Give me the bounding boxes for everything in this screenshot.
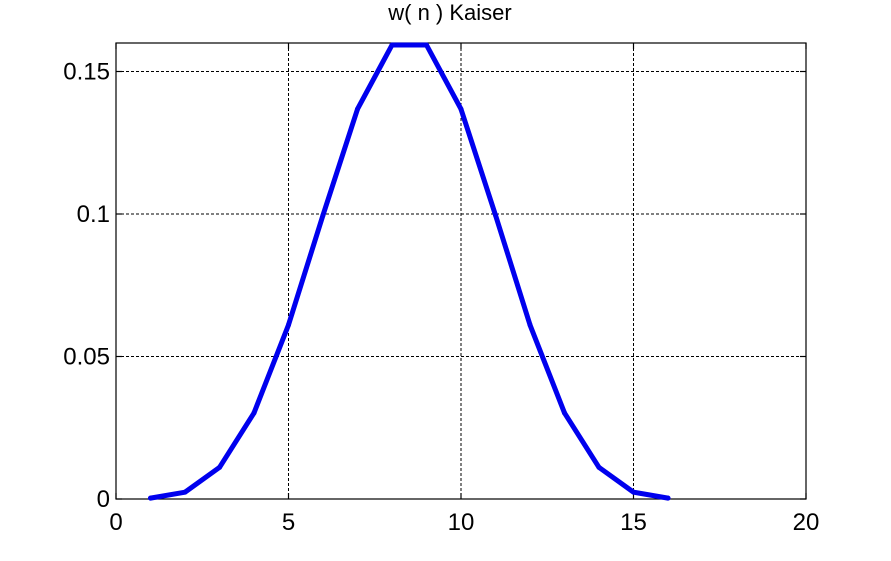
data-point (217, 464, 222, 470)
x-tick-label: 5 (282, 509, 295, 536)
x-axis-tick-labels: 0 5 10 15 20 (109, 509, 819, 536)
data-point (527, 322, 533, 328)
y-axis-tick-labels: 0 0.05 0.1 0.15 (63, 59, 110, 514)
y-tick-label: 0.1 (77, 201, 110, 228)
data-point (389, 42, 395, 48)
data-point (251, 410, 257, 416)
data-point (182, 489, 188, 495)
x-tick-label: 0 (109, 509, 122, 536)
data-point (631, 489, 636, 495)
data-point (320, 212, 326, 218)
x-tick-label: 20 (793, 509, 820, 536)
data-point (355, 106, 360, 112)
data-point (665, 495, 671, 501)
axis-ticks (115, 43, 807, 500)
y-tick-label: 0.15 (63, 59, 110, 86)
data-point (148, 495, 153, 501)
chart-title: w( n ) Kaiser (387, 0, 511, 25)
data-point (493, 212, 498, 218)
data-point (286, 322, 291, 328)
x-tick-label: 10 (448, 509, 475, 536)
data-point (562, 410, 567, 416)
grid-lines (116, 43, 806, 499)
data-point (458, 106, 464, 112)
data-point (596, 464, 602, 470)
data-point (424, 42, 429, 48)
y-tick-label: 0 (97, 486, 110, 513)
x-tick-label: 15 (620, 509, 647, 536)
series-line (148, 42, 671, 501)
y-tick-label: 0.05 (63, 344, 110, 371)
series-lines (148, 42, 671, 501)
